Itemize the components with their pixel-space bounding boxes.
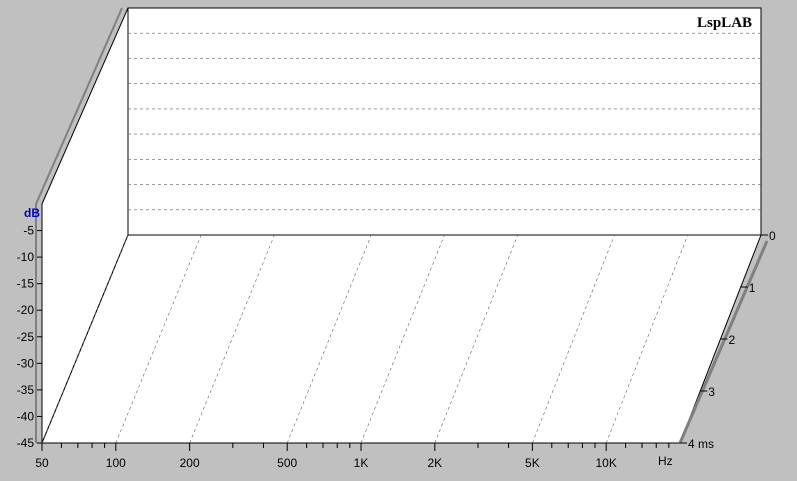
back-wall — [127, 7, 762, 236]
x-axis-unit: Hz — [658, 454, 673, 468]
x-axis: 50 100 200 500 1K 2K 5K 10K — [35, 443, 670, 470]
grid-line — [286, 234, 372, 444]
wall-shadow — [35, 7, 123, 205]
floor — [41, 234, 762, 444]
floor-edge-shadow — [678, 240, 769, 444]
x-tick-label: 500 — [277, 456, 297, 470]
x-tick-label: 10K — [596, 456, 617, 470]
x-tick-label: 200 — [180, 456, 200, 470]
x-tick-label: 100 — [106, 456, 126, 470]
x-tick-label: 5K — [525, 456, 540, 470]
grid-line — [605, 234, 689, 444]
x-tick-label: 2K — [427, 456, 442, 470]
y-tick-label: -30 — [17, 356, 35, 370]
y-tick-label: -40 — [17, 409, 35, 423]
y-tick-label: -20 — [17, 303, 35, 317]
y-tick-label: -45 — [17, 436, 35, 450]
time-axis: 0 1 2 3 4 ms — [680, 229, 776, 451]
brand-logo-text: LspLAB — [697, 15, 752, 31]
z-tick-label: 1 — [749, 281, 756, 295]
grid-line — [115, 234, 202, 444]
y-axis-label: dB — [24, 206, 40, 220]
y-tick-label: -35 — [17, 383, 35, 397]
y-tick-label: -10 — [17, 250, 35, 264]
z-tick-label: 2 — [729, 333, 736, 347]
grid-lines — [41, 32, 761, 444]
z-tick-label: 0 — [769, 229, 776, 243]
plot-frame — [35, 7, 769, 444]
z-tick-label: 4 ms — [688, 437, 714, 451]
grid-line — [360, 234, 445, 444]
y-tick-label: -15 — [17, 277, 35, 291]
z-tick-label: 3 — [708, 385, 715, 399]
grid-line — [189, 234, 275, 444]
x-tick-label: 1K — [354, 456, 369, 470]
grid-line — [41, 234, 129, 444]
y-tick-label: -5 — [23, 224, 34, 238]
y-tick-label: -25 — [17, 330, 35, 344]
grid-line — [532, 234, 615, 444]
x-tick-label: 50 — [35, 456, 49, 470]
grid-line — [434, 234, 519, 444]
y-axis: -5 -10 -15 -20 -25 -30 -35 -40 -45 — [17, 224, 42, 450]
